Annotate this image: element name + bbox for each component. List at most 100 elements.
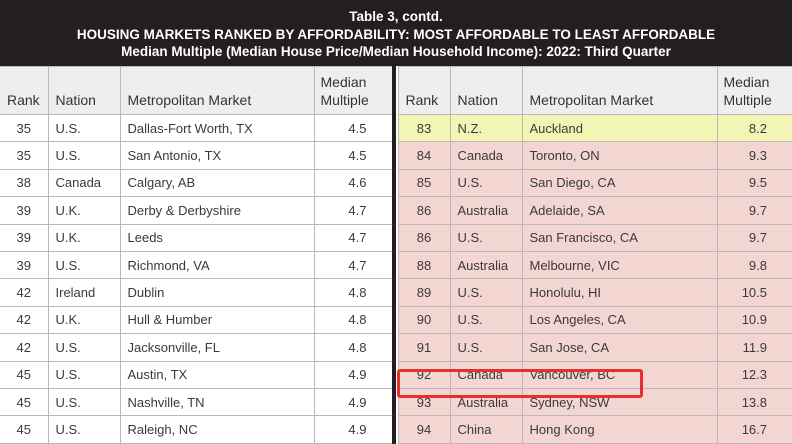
market-cell: Melbourne, VIC <box>522 251 717 278</box>
market-cell: Leeds <box>120 224 314 251</box>
nation-cell: U.S. <box>450 224 522 251</box>
rank-cell: 88 <box>398 251 450 278</box>
nation-cell: Australia <box>450 251 522 278</box>
multiple-cell: 12.3 <box>717 361 792 388</box>
table-divider <box>392 66 396 444</box>
nation-cell: U.S. <box>450 306 522 333</box>
multiple-cell: 13.8 <box>717 388 792 415</box>
market-cell: Adelaide, SA <box>522 197 717 224</box>
rank-cell: 45 <box>0 416 48 443</box>
rank-cell: 45 <box>0 361 48 388</box>
col-header-rank: Rank <box>0 67 48 115</box>
nation-cell: N.Z. <box>450 115 522 142</box>
multiple-cell: 4.9 <box>314 416 393 443</box>
rank-cell: 42 <box>0 306 48 333</box>
market-cell: Raleigh, NC <box>120 416 314 443</box>
multiple-cell: 4.7 <box>314 251 393 278</box>
market-cell: Sydney, NSW <box>522 388 717 415</box>
market-cell: Austin, TX <box>120 361 314 388</box>
multiple-cell: 4.5 <box>314 142 393 169</box>
nation-cell: U.S. <box>450 279 522 306</box>
rank-cell: 94 <box>398 416 450 443</box>
rank-cell: 38 <box>0 169 48 196</box>
table-title-banner: Table 3, contd. HOUSING MARKETS RANKED B… <box>0 0 792 66</box>
multiple-cell: 4.6 <box>314 169 393 196</box>
market-cell: Hull & Humber <box>120 306 314 333</box>
multiple-cell: 10.5 <box>717 279 792 306</box>
nation-cell: U.S. <box>48 388 120 415</box>
rank-cell: 93 <box>398 388 450 415</box>
col-header-market: Metropolitan Market <box>120 67 314 115</box>
col-header-nation: Nation <box>450 67 522 115</box>
nation-cell: Canada <box>450 361 522 388</box>
market-cell: Vancouver, BC <box>522 361 717 388</box>
rank-cell: 85 <box>398 169 450 196</box>
nation-cell: U.S. <box>450 169 522 196</box>
rank-cell: 35 <box>0 142 48 169</box>
rank-cell: 91 <box>398 334 450 361</box>
multiple-cell: 9.7 <box>717 197 792 224</box>
rank-cell: 86 <box>398 197 450 224</box>
col-header-rank: Rank <box>398 67 450 115</box>
rank-cell: 86 <box>398 224 450 251</box>
multiple-cell: 9.8 <box>717 251 792 278</box>
nation-cell: U.K. <box>48 306 120 333</box>
rank-cell: 42 <box>0 279 48 306</box>
nation-cell: U.S. <box>48 416 120 443</box>
nation-cell: Australia <box>450 197 522 224</box>
multiple-cell: 4.7 <box>314 224 393 251</box>
table-title: HOUSING MARKETS RANKED BY AFFORDABILITY:… <box>0 26 792 44</box>
nation-cell: Ireland <box>48 279 120 306</box>
multiple-cell: 4.8 <box>314 279 393 306</box>
rank-cell: 45 <box>0 388 48 415</box>
market-cell: San Antonio, TX <box>120 142 314 169</box>
nation-cell: U.K. <box>48 224 120 251</box>
nation-cell: U.K. <box>48 197 120 224</box>
nation-cell: U.S. <box>450 334 522 361</box>
nation-cell: Canada <box>450 142 522 169</box>
rank-cell: 42 <box>0 334 48 361</box>
table-number: Table 3, contd. <box>0 8 792 26</box>
market-cell: Hong Kong <box>522 416 717 443</box>
multiple-cell: 4.9 <box>314 361 393 388</box>
multiple-cell: 8.2 <box>717 115 792 142</box>
col-header-market: Metropolitan Market <box>522 67 717 115</box>
nation-cell: U.S. <box>48 115 120 142</box>
nation-cell: U.S. <box>48 361 120 388</box>
market-cell: Dublin <box>120 279 314 306</box>
multiple-cell: 4.8 <box>314 306 393 333</box>
market-cell: San Diego, CA <box>522 169 717 196</box>
market-cell: Derby & Derbyshire <box>120 197 314 224</box>
market-cell: Richmond, VA <box>120 251 314 278</box>
multiple-cell: 9.3 <box>717 142 792 169</box>
table-subtitle: Median Multiple (Median House Price/Medi… <box>0 43 792 61</box>
market-cell: Nashville, TN <box>120 388 314 415</box>
multiple-cell: 16.7 <box>717 416 792 443</box>
col-header-nation: Nation <box>48 67 120 115</box>
nation-cell: Australia <box>450 388 522 415</box>
nation-cell: U.S. <box>48 251 120 278</box>
